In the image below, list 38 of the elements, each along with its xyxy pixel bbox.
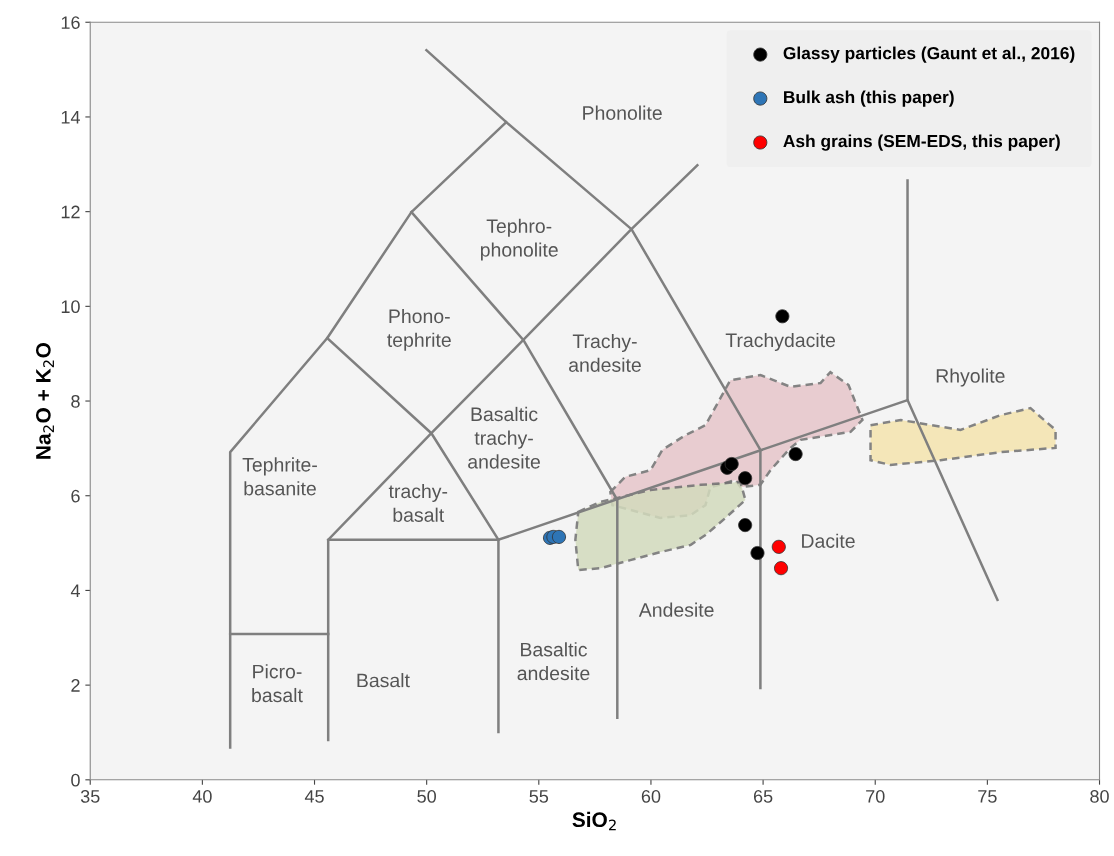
y-tick-label: 0 [71, 773, 80, 787]
annotation: Basalt [357, 673, 410, 688]
annotation: Tephrite- basanite [242, 457, 317, 496]
annotation: Picro- basalt [252, 664, 303, 703]
y-tick-label: 2 [71, 679, 80, 692]
annotation: Dacite [802, 533, 855, 548]
x-tick-label: 50 [417, 790, 436, 803]
x-tick-label: 70 [866, 790, 885, 803]
x-tick-label: 75 [978, 790, 997, 803]
x-tick-label: 65 [753, 790, 773, 803]
y-tick-label: 16 [61, 16, 80, 29]
annotation: Tephro- phonolite [480, 218, 558, 261]
annotation: Basaltic trachy- andesite [468, 406, 540, 469]
annotation: trachy- basalt [388, 483, 448, 522]
x-tick-label: 35 [80, 790, 100, 803]
annotation: Phonolite [583, 105, 662, 120]
y-tick-label: 8 [71, 394, 80, 408]
x-tick-label: 55 [529, 790, 549, 803]
legend-label: Ash grains (SEM-EDS, this paper) [783, 134, 1060, 151]
annotation: Trachydacite [725, 332, 836, 352]
annotation: Trachy- andesite [569, 333, 641, 372]
x-tick-label: 45 [304, 790, 324, 803]
y-tick-label: 4 [70, 584, 80, 597]
y-tick-label: 12 [61, 205, 80, 219]
annotation: Andesite [638, 602, 714, 617]
x-tick-label: 40 [192, 790, 212, 803]
annotation: Basaltic andesite [517, 642, 590, 681]
y-tick-label: 6 [71, 489, 80, 503]
x-tick-label: 60 [641, 790, 661, 803]
annotation: Phono- tephrite [387, 308, 451, 351]
legend-label: Bulk ash (this paper) [784, 90, 954, 107]
y-axis-title: Na$_{2}$O + K$_{2}$O [35, 343, 54, 459]
y-tick-label: 14 [61, 111, 80, 124]
legend-label: Glassy particles (Gaunt et al., 2016) [783, 46, 1075, 63]
annotation: Rhyolite [936, 368, 1005, 387]
y-tick-label: 10 [61, 300, 80, 314]
x-tick-label: 80 [1090, 790, 1109, 803]
x-axis-title: SiO$_{2}$ [572, 811, 616, 831]
